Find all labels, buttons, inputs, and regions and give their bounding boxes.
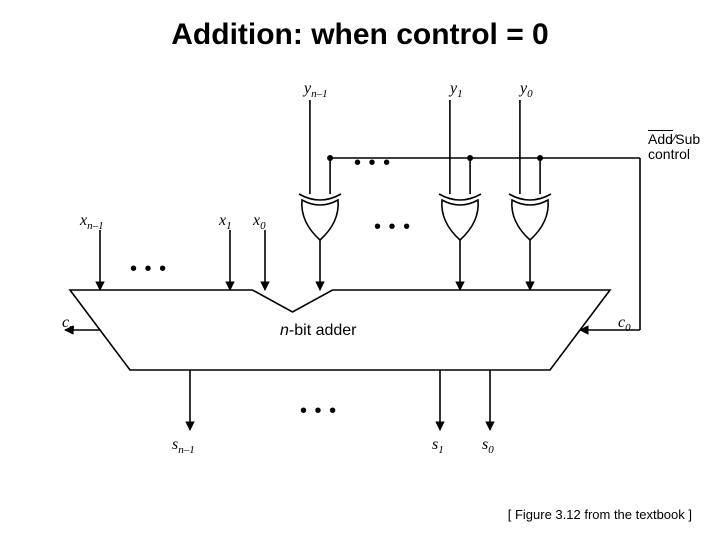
label-x1: x1 <box>219 212 232 232</box>
figure-caption: [ Figure 3.12 from the textbook ] <box>508 507 692 522</box>
dots-xor-row: • • • <box>374 216 411 239</box>
label-adder: n-bit adder <box>280 322 357 340</box>
label-c0: c0 <box>618 314 631 334</box>
label-y1: y1 <box>450 80 463 100</box>
label-x-nm1: xn–1 <box>80 212 104 232</box>
page-title: Addition: when control = 0 <box>0 18 720 52</box>
label-s0: s0 <box>482 436 494 456</box>
dots-top: • • • <box>354 152 391 175</box>
label-x0: x0 <box>253 212 266 232</box>
label-y0: y0 <box>520 80 533 100</box>
dots-s-row: • • • <box>300 400 337 423</box>
label-cn: cn <box>62 314 75 334</box>
label-control: Add⁄Sub control <box>648 132 700 163</box>
label-s1: s1 <box>432 436 444 456</box>
label-y-nm1: yn–1 <box>304 80 328 100</box>
dots-x-row: • • • <box>130 258 167 281</box>
label-s-nm1: sn–1 <box>172 436 195 456</box>
